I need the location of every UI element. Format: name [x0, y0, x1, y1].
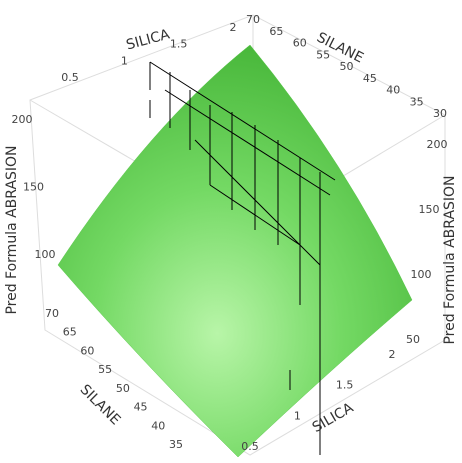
z-tick-label: 200 — [12, 113, 33, 126]
y-tick-label: 45 — [363, 72, 377, 85]
z-tick-label: 150 — [419, 203, 440, 216]
y-tick-label: 55 — [98, 363, 112, 376]
y-tick-label: 60 — [80, 344, 94, 357]
x-tick-label: 1 — [294, 409, 301, 422]
x-tick-label: 0.5 — [241, 440, 259, 453]
x-axis-label: SILICA — [310, 400, 357, 436]
y-tick-label: 65 — [269, 25, 283, 38]
y-tick-label: 60 — [293, 37, 307, 50]
y-tick-label: 35 — [410, 95, 424, 108]
y-tick-label: 45 — [134, 401, 148, 414]
y-tick-label: 35 — [169, 438, 183, 451]
z-tick-label: 100 — [35, 248, 56, 261]
x-axis-label: SILICA — [125, 26, 172, 53]
z-tick-label: 200 — [427, 138, 448, 151]
x-tick-label: 0.5 — [61, 71, 79, 84]
z-tick-label: 50 — [406, 333, 420, 346]
surface — [57, 44, 413, 458]
y-tick-label: 40 — [151, 419, 165, 432]
profile-lines — [149, 61, 336, 455]
y-tick-label: 40 — [386, 84, 400, 97]
y-tick-label: 50 — [340, 60, 354, 73]
y-tick-label: 30 — [433, 107, 447, 120]
z-tick-label: 100 — [411, 268, 432, 281]
z-axis-label: Pred Formula ABRASION — [442, 175, 458, 344]
z-tick-label: 150 — [23, 181, 44, 194]
x-tick-label: 1.5 — [336, 379, 354, 392]
x-tick-label: 1 — [121, 54, 128, 67]
y-tick-label: 70 — [246, 13, 260, 26]
y-tick-label: 50 — [116, 382, 130, 395]
x-tick-label: 1.5 — [170, 38, 188, 51]
y-tick-label: 55 — [316, 48, 330, 61]
z-axis-label: Pred Formula ABRASION — [4, 145, 20, 314]
y-tick-label: 70 — [45, 307, 59, 320]
x-tick-label: 2 — [230, 21, 237, 34]
x-tick-label: 2 — [389, 348, 396, 361]
y-tick-label: 65 — [63, 326, 77, 339]
